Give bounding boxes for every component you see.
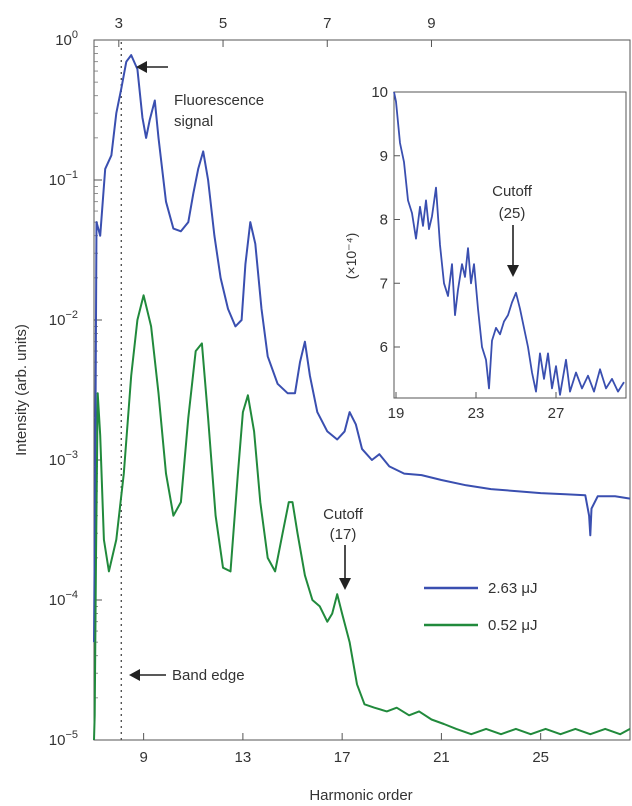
main-cutoff-annotation: Cutoff (17) [323,506,364,590]
y-axis-label: Intensity (arb. units) [13,324,30,456]
x-tick-label: 17 [334,749,351,766]
y-tick-label: 10−4 [49,589,78,609]
y-tick-label: 10−3 [49,449,78,469]
y-tick-label: 10−1 [49,169,78,189]
top-tick-label: 9 [427,15,435,32]
y-tick-exponent: −2 [65,309,78,321]
band-edge-label: Band edge [172,667,245,684]
y-tick-base: 10 [55,32,72,49]
legend: 2.63 μJ 0.52 μJ [424,580,538,634]
y-tick-label: 10−2 [49,309,78,329]
inset-y-tick-label: 6 [380,339,388,356]
main-series-group [93,54,631,741]
inset-y-tick-label: 10 [371,84,388,101]
inset-cutoff-order: (25) [499,205,526,222]
y-tick-exponent: −5 [65,729,78,741]
band-edge-arrowhead [129,669,140,681]
y-tick-base: 10 [49,592,66,609]
top-tick-label: 3 [115,15,123,32]
x-axis-label: Harmonic order [309,787,412,804]
inset-x-tick-label: 23 [468,405,485,422]
y-tick-base: 10 [49,172,66,189]
inset-cutoff-arrowhead [507,265,519,277]
fluorescence-label-line2: signal [174,113,213,130]
main-cutoff-label: Cutoff [323,506,364,523]
fluorescence-arrowhead [136,61,147,73]
fluorescence-label-line1: Fluorescence [174,92,264,109]
legend-label-2-63uj: 2.63 μJ [488,580,538,597]
inset-frame [393,91,627,399]
y-tick-exponent: −4 [65,589,78,601]
y-tick-label: 100 [55,29,78,49]
inset-y-tick-label: 9 [380,148,388,165]
y-tick-label: 10−5 [49,729,78,749]
y-tick-exponent: −3 [65,449,78,461]
y-tick-exponent: 0 [72,29,78,41]
top-tick-label: 5 [219,15,227,32]
series-line-0-52uj [93,294,631,741]
inset-y-axis-label: (×10⁻⁴) [343,233,359,279]
main-plot-frame [93,39,631,741]
inset-x-tick-label: 27 [548,405,565,422]
fluorescence-annotation: Fluorescence signal [136,61,264,130]
legend-label-0-52uj: 0.52 μJ [488,617,538,634]
inset-cutoff-annotation: Cutoff (25) [492,183,533,277]
y-tick-exponent: −1 [65,169,78,181]
y-tick-base: 10 [49,452,66,469]
x-tick-label: 21 [433,749,450,766]
inset-axis-ticks: 19 23 27 10 9 8 7 6 [371,84,564,422]
inset-y-tick-label: 7 [380,275,388,292]
x-tick-label: 25 [532,749,549,766]
series-line-2-63uj [93,54,631,643]
x-tick-label: 13 [235,749,252,766]
inset-x-tick-label: 19 [388,405,405,422]
main-cutoff-order: (17) [330,526,357,543]
main-cutoff-arrowhead [339,578,351,590]
y-tick-base: 10 [49,732,66,749]
y-tick-base: 10 [49,312,66,329]
inset-series-group [393,91,625,396]
top-tick-label: 7 [323,15,331,32]
x-tick-label: 9 [139,749,147,766]
band-edge-annotation: Band edge [129,667,245,684]
inset-y-tick-label: 8 [380,212,388,229]
inset-cutoff-label: Cutoff [492,183,533,200]
inset-series-line [393,91,625,396]
